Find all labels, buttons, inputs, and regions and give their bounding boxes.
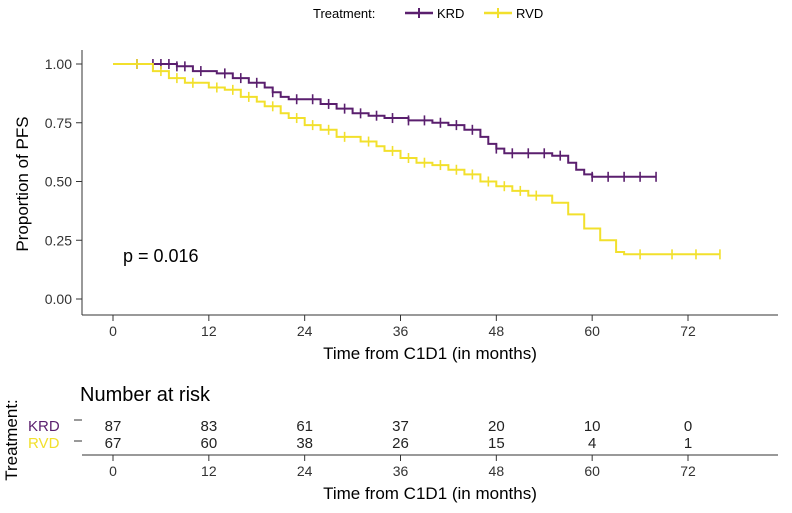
risk-x-tick-label: 60 — [584, 463, 600, 479]
y-tick-label: 0.50 — [45, 174, 72, 190]
y-tick-label: 0.25 — [45, 232, 72, 248]
risk-table-x-ticks: 0 12 24 36 48 60 72 — [109, 455, 696, 479]
y-ticks: 0.00 0.25 0.50 0.75 1.00 — [45, 56, 82, 307]
risk-x-tick-label: 24 — [297, 463, 313, 479]
x-tick-label: 60 — [584, 323, 600, 339]
risk-count-rvd: 38 — [296, 435, 313, 452]
risk-count-rvd: 15 — [488, 435, 505, 452]
risk-count-krd: 83 — [200, 418, 217, 435]
x-ticks: 0 12 24 36 48 60 72 — [109, 315, 696, 339]
risk-x-tick-label: 0 — [109, 463, 117, 479]
risk-table-y-label: Treatment: — [2, 399, 21, 481]
plot-axes: 0.00 0.25 0.50 0.75 1.00 0 12 24 36 48 60 72 Propo… — [13, 50, 778, 363]
x-tick-label: 0 — [109, 323, 117, 339]
x-tick-label: 72 — [680, 323, 696, 339]
risk-count-krd: 37 — [392, 418, 409, 435]
risk-row-label-rvd: RVD — [28, 435, 60, 452]
legend-title: Treatment: — [313, 6, 375, 21]
legend-krd-label: KRD — [437, 6, 464, 21]
risk-count-krd: 87 — [105, 418, 122, 435]
risk-count-rvd: 26 — [392, 435, 409, 452]
risk-table: Number at risk Treatment: KRD RVD 87 83 61… — [2, 384, 778, 503]
risk-count-krd: 10 — [584, 418, 601, 435]
y-tick-label: 1.00 — [45, 56, 72, 72]
y-tick-label: 0.00 — [45, 291, 72, 307]
risk-x-tick-label: 36 — [393, 463, 409, 479]
risk-x-tick-label: 12 — [201, 463, 217, 479]
p-value-annotation: p = 0.016 — [123, 246, 199, 266]
risk-x-tick-label: 72 — [680, 463, 696, 479]
x-tick-label: 36 — [393, 323, 409, 339]
risk-count-rvd: 1 — [684, 435, 692, 452]
x-tick-label: 48 — [489, 323, 505, 339]
risk-count-rvd: 67 — [105, 435, 122, 452]
risk-table-x-label: Time from C1D1 (in months) — [323, 484, 537, 503]
x-tick-label: 24 — [297, 323, 313, 339]
risk-count-krd: 61 — [296, 418, 313, 435]
y-tick-label: 0.75 — [45, 115, 72, 131]
y-axis-label: Proportion of PFS — [13, 116, 32, 251]
risk-count-rvd: 4 — [588, 435, 596, 452]
risk-table-cells: 87 83 61 37 20 10 0 67 60 38 26 15 4 1 — [105, 418, 693, 452]
x-axis-label: Time from C1D1 (in months) — [323, 344, 537, 363]
risk-row-label-krd: KRD — [28, 418, 60, 435]
risk-x-tick-label: 48 — [489, 463, 505, 479]
risk-count-krd: 20 — [488, 418, 505, 435]
series-line-krd — [113, 63, 657, 178]
x-tick-label: 12 — [201, 323, 217, 339]
legend: Treatment: KRD RVD — [313, 6, 543, 21]
risk-table-title: Number at risk — [80, 384, 211, 406]
survival-curves — [113, 59, 721, 260]
risk-count-krd: 0 — [684, 418, 692, 435]
series-line-rvd — [113, 63, 720, 256]
legend-rvd-label: RVD — [516, 6, 543, 21]
risk-count-rvd: 60 — [200, 435, 217, 452]
